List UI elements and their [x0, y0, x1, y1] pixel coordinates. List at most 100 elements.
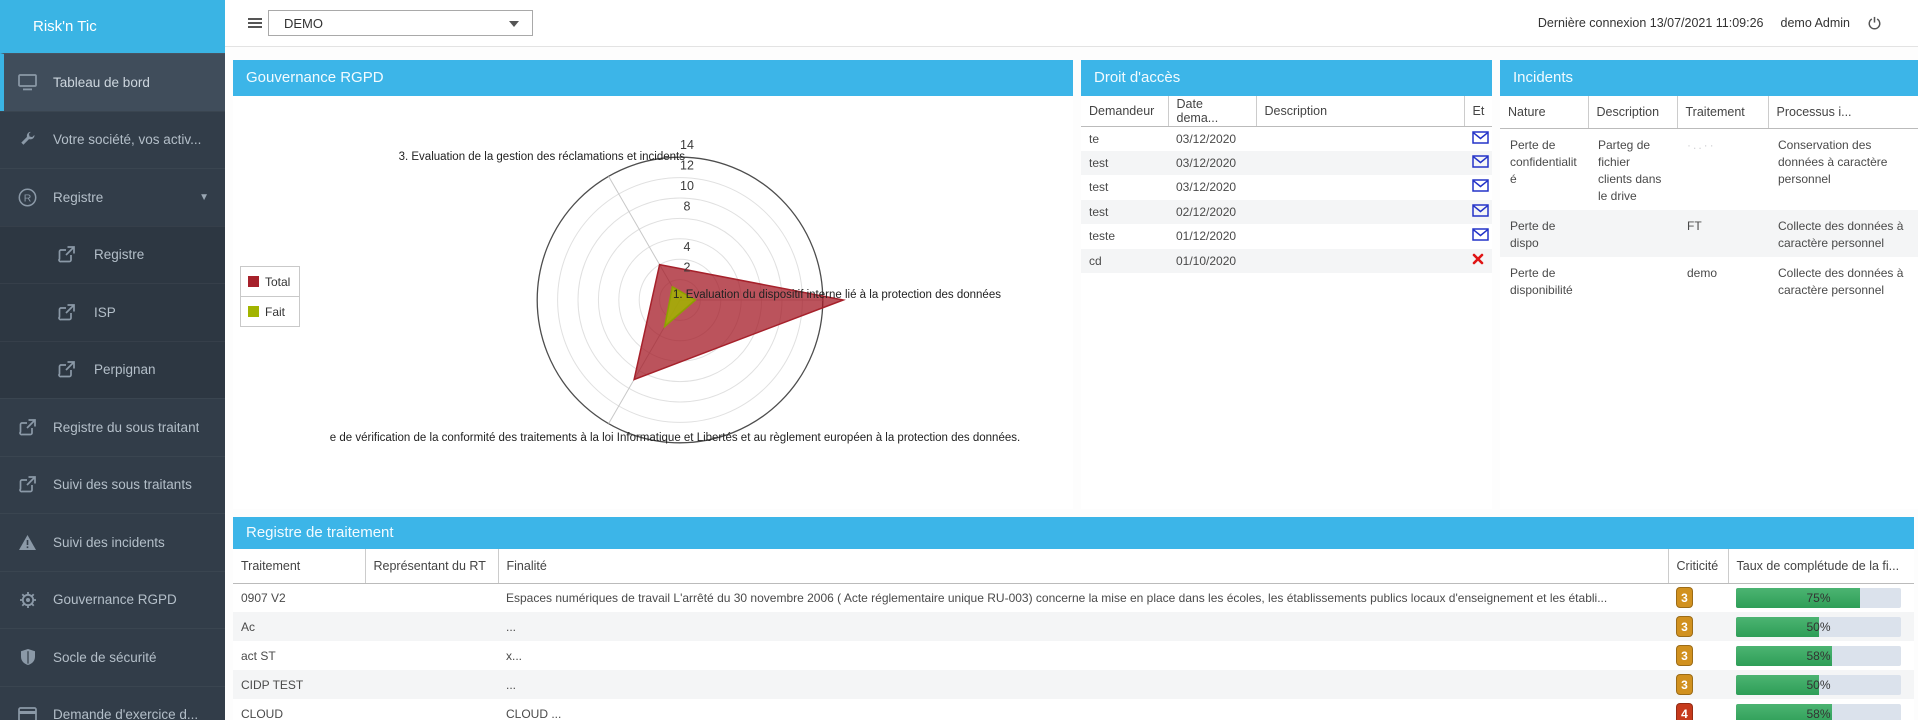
- sidebar-item-votre-soci-t-vos-activ[interactable]: Votre société, vos activ...: [0, 110, 225, 169]
- droit-acces-row[interactable]: test 03/12/2020: [1081, 150, 1492, 176]
- sidebar-item-suivi-des-incidents[interactable]: Suivi des incidents: [0, 513, 225, 571]
- droit-acces-cell: te: [1089, 131, 1100, 146]
- incidents-column-header: Description: [1588, 96, 1678, 129]
- panel-gouvernance-rgpd: Gouvernance RGPD 2 4 8 10 12 14 1. Evaluation …: [233, 60, 1073, 509]
- svg-text:R: R: [24, 192, 32, 204]
- envelope-icon[interactable]: [1472, 179, 1489, 195]
- registre-criticite-cell: 4: [1668, 699, 1728, 720]
- radar-series-total: [633, 263, 846, 381]
- droit-acces-status-cell: [1464, 200, 1492, 225]
- registre-row[interactable]: act ST x... 3 58%: [233, 641, 1914, 670]
- registre-cell: [365, 583, 498, 612]
- chart-legend: Total Fait: [240, 266, 300, 327]
- entity-select[interactable]: DEMO: [268, 10, 533, 36]
- entity-select-value: DEMO: [284, 15, 323, 31]
- sidebar-item-registre[interactable]: Registre: [0, 225, 225, 283]
- power-icon[interactable]: [1867, 16, 1882, 31]
- last-connection-text: Dernière connexion 13/07/2021 11:09:26: [1537, 16, 1764, 30]
- radar-axis-label-3: 3. Evaluation de la gestion des réclamat…: [399, 151, 686, 163]
- sidebar-item-label: ISP: [94, 304, 116, 320]
- sidebar-item-label: Suivi des incidents: [53, 534, 165, 550]
- progress-label: 50%: [1806, 619, 1831, 634]
- chevron-down-icon: ▼: [199, 191, 209, 203]
- droit-acces-cell: [1256, 200, 1464, 225]
- sidebar-item-label: Demande d'exercice d...: [53, 707, 199, 720]
- droit-acces-table: Demandeur Date dema... Description Et te 03/…: [1081, 96, 1492, 273]
- external-link-icon: [57, 360, 76, 379]
- incident-row[interactable]: Perte de confidentialité Parteg de fichie…: [1500, 128, 1918, 210]
- sidebar-item-tableau-de-bord[interactable]: Tableau de bord: [0, 53, 225, 111]
- sidebar-item-isp[interactable]: ISP: [0, 283, 225, 341]
- sidebar-item-gouvernance-rgpd[interactable]: Gouvernance RGPD: [0, 570, 225, 629]
- registre-cell: act ST: [241, 648, 276, 663]
- envelope-icon[interactable]: [1472, 228, 1489, 244]
- droit-acces-cell: test: [1089, 204, 1109, 219]
- sidebar-item-registre-du-sous-traitant[interactable]: Registre du sous traitant: [0, 398, 225, 456]
- completion-progressbar: 50%: [1736, 616, 1901, 637]
- incident-nature: Perte de dispo: [1510, 218, 1556, 250]
- envelope-icon[interactable]: [1472, 155, 1489, 171]
- sidebar-item-label: Registre du sous traitant: [53, 419, 200, 435]
- radar-tick-label: 14: [680, 138, 694, 152]
- incident-processus: Collecte des données à caractère personn…: [1778, 218, 1904, 250]
- droit-acces-cell: [1256, 224, 1464, 249]
- completion-progressbar: 58%: [1736, 703, 1901, 720]
- droit-acces-status-cell: [1464, 175, 1492, 200]
- droit-acces-cell: [1256, 249, 1464, 274]
- sidebar-item-socle-de-s-curit[interactable]: Socle de sécurité: [0, 628, 225, 686]
- radar-chart-svg: 2 4 8 10 12 14 1. Evaluation du dispositif int…: [330, 138, 1020, 444]
- incident-nature: Perte de disponibilité: [1510, 265, 1573, 297]
- x-icon[interactable]: [1472, 253, 1484, 268]
- radar-tick-label: 4: [684, 240, 691, 254]
- envelope-icon[interactable]: [1472, 130, 1489, 147]
- monitor-icon: [18, 73, 37, 92]
- radar-tick-label: 10: [680, 179, 694, 193]
- incident-row[interactable]: Perte de dispo FT Collecte des données à c…: [1500, 209, 1918, 257]
- card-icon: [18, 705, 37, 720]
- criticite-badge: 3: [1676, 587, 1693, 609]
- droit-acces-row[interactable]: cd 01/10/2020: [1081, 248, 1492, 274]
- registre-cell: [365, 612, 498, 641]
- droit-acces-cell: 02/12/2020: [1176, 204, 1237, 219]
- warning-icon: [18, 533, 37, 552]
- criticite-badge: 3: [1676, 674, 1693, 695]
- sidebar-item-label: Registre: [53, 189, 104, 205]
- sidebar-item-label: Suivi des sous traitants: [53, 477, 192, 493]
- envelope-icon[interactable]: [1472, 204, 1489, 220]
- sidebar-item-suivi-des-sous-traitants[interactable]: Suivi des sous traitants: [0, 455, 225, 514]
- legend-label: Total: [265, 274, 291, 289]
- droit-acces-row[interactable]: teste 01/12/2020: [1081, 224, 1492, 249]
- registre-criticite-cell: 3: [1668, 670, 1728, 699]
- sidebar-item-label: Tableau de bord: [53, 74, 150, 90]
- registre-column-header: Finalité: [498, 549, 1669, 584]
- panel-incidents: Incidents Nature Description Traitement Pro…: [1500, 60, 1918, 509]
- sidebar-item-registre[interactable]: R Registre ▼: [0, 168, 225, 226]
- hamburger-menu-icon[interactable]: [248, 16, 262, 30]
- droit-acces-row[interactable]: te 03/12/2020: [1081, 126, 1492, 151]
- legend-item-fait[interactable]: Fait: [240, 296, 300, 327]
- registre-row[interactable]: CLOUD CLOUD ... 4 58%: [233, 699, 1914, 720]
- registre-row[interactable]: CIDP TEST... 3 50%: [233, 670, 1914, 699]
- registre-cell: ...: [506, 677, 517, 692]
- droit-acces-status-cell: [1464, 151, 1492, 176]
- registre-column-header: Traitement: [233, 549, 366, 584]
- external-link-icon: [18, 418, 37, 437]
- panel-gouvernance-title: Gouvernance RGPD: [233, 60, 1073, 96]
- droit-acces-row[interactable]: test 02/12/2020: [1081, 199, 1492, 225]
- panel-registre-traitement: Registre de traitement Traitement Représe…: [233, 517, 1914, 720]
- droit-acces-cell: [1256, 126, 1464, 151]
- sidebar-item-perpignan[interactable]: Perpignan: [0, 340, 225, 398]
- radar-series-fait: [663, 285, 697, 329]
- registre-row[interactable]: Ac... 3 50%: [233, 612, 1914, 641]
- sidebar-item-demande-d-exercice-d[interactable]: Demande d'exercice d...: [0, 685, 225, 720]
- legend-item-total[interactable]: Total: [240, 266, 300, 297]
- main-area: DEMO Dernière connexion 13/07/2021 11:09…: [225, 0, 1918, 720]
- sidebar-item-label: Registre: [94, 247, 145, 263]
- droit-acces-row[interactable]: test 03/12/2020: [1081, 175, 1492, 200]
- incident-row[interactable]: Perte de disponibilité demo Collecte des d…: [1500, 257, 1918, 304]
- registre-row[interactable]: 0907 V2 Espaces numériques de travail L'a…: [233, 583, 1914, 612]
- completion-progressbar: 58%: [1736, 645, 1901, 666]
- legend-swatch: [248, 276, 259, 287]
- registre-cell: [365, 641, 498, 670]
